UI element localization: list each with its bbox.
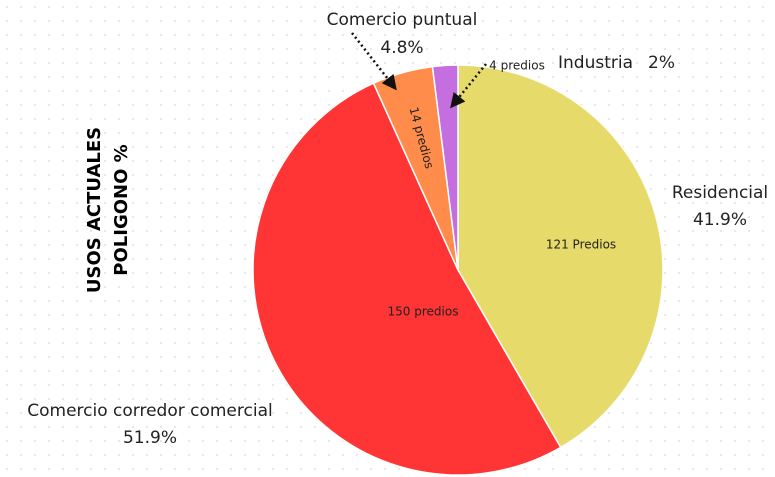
callout-arrow — [450, 63, 487, 109]
category-label: Residencial — [672, 183, 768, 203]
annotation: 150 predios — [388, 305, 459, 319]
value-label: 2% — [648, 53, 675, 73]
annotation: 4 predios — [489, 59, 545, 73]
pie-slice — [457, 64, 664, 449]
category-label: Industria — [558, 53, 633, 73]
callout-arrow — [351, 32, 397, 91]
pie-slice — [252, 82, 562, 476]
category-label: Comercio puntual — [327, 10, 478, 30]
title: USOS ACTUALES POLIGONO % — [84, 127, 132, 293]
pie-slice — [431, 64, 459, 271]
value-label: 41.9% — [693, 210, 747, 230]
value-label: 51.9% — [123, 428, 177, 448]
value-label: 4.8% — [380, 38, 423, 58]
annotation: 121 Predios — [546, 238, 616, 252]
category-label: Comercio corredor comercial — [27, 401, 272, 421]
title-line: USOS ACTUALES — [84, 127, 105, 293]
title-line: POLIGONO % — [111, 144, 132, 275]
